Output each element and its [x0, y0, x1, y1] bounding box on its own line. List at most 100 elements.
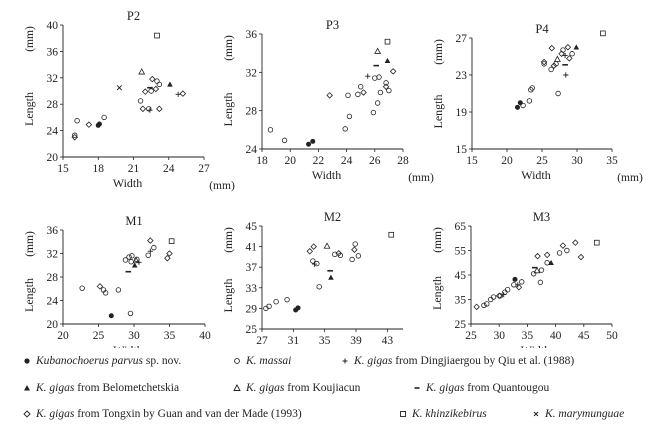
data-point: [515, 283, 523, 291]
series-open-diamond: [96, 237, 173, 290]
data-point: [383, 80, 389, 86]
data-point: [538, 267, 545, 273]
series-open-square: [168, 238, 175, 244]
series-open-square: [388, 231, 395, 238]
data-point: [352, 241, 358, 247]
y-tick-label: 33: [246, 283, 258, 295]
y-tick-label: 36: [47, 46, 59, 58]
x-axis-label: Width: [521, 343, 551, 348]
x-tick-label: 24: [163, 163, 175, 175]
x-tick-label: 21: [128, 163, 140, 175]
y-tick-label: 32: [47, 249, 59, 261]
cross-icon: [533, 411, 539, 417]
y-tick-label: 36: [246, 29, 258, 41]
data-point: [382, 83, 390, 90]
data-point: [132, 256, 140, 264]
y-tick-label: 32: [246, 67, 258, 79]
legend-suffix: from Dingjiaergou by Qiu et al. (1988): [392, 355, 575, 367]
series-open-triangle: [533, 266, 541, 274]
series-open-diamond: [326, 68, 397, 99]
data-point: [517, 100, 523, 106]
data-point: [168, 238, 175, 244]
y-tick-label: 65: [455, 221, 467, 233]
y-tick-label: 35: [455, 295, 467, 307]
data-point: [127, 310, 134, 317]
data-point: [149, 75, 156, 83]
data-point: [533, 266, 541, 274]
series-open-diamond: [540, 43, 573, 70]
data-point: [374, 47, 382, 54]
data-point: [139, 105, 147, 113]
x-tick-label: 18: [256, 155, 268, 167]
data-point: [577, 253, 585, 261]
panel-title: M3: [533, 210, 550, 224]
series-open-square: [384, 38, 391, 45]
data-point: [129, 253, 135, 259]
data-point: [116, 85, 123, 91]
data-point: [497, 293, 504, 299]
y-tick-label: 23: [456, 70, 468, 82]
y-axis-label: Length: [221, 279, 235, 313]
series-filled-triangle: [384, 57, 391, 64]
axis-lines: [471, 38, 612, 150]
data-point: [481, 302, 487, 309]
y-tick-label: 40: [47, 20, 59, 32]
data-point: [550, 62, 558, 70]
data-point: [102, 290, 109, 296]
panel-p4: 15 20 25 30 35 15 19 23 27 P4 Width (mm) Length (mm): [431, 22, 643, 184]
data-point: [108, 313, 114, 319]
data-point: [365, 73, 371, 79]
y-axis-unit: (mm): [24, 26, 36, 52]
data-point: [355, 253, 362, 259]
legend-suffix: sp. nov.: [143, 355, 182, 367]
series-plus: [311, 261, 318, 267]
data-point: [572, 239, 579, 246]
x-tick-label: 25: [93, 330, 105, 342]
y-tick-label: 27: [456, 33, 468, 45]
x-axis-label: Width: [113, 176, 143, 190]
data-point: [85, 121, 93, 128]
data-point: [566, 55, 573, 62]
y-axis-unit: (mm): [223, 35, 235, 61]
y-tick-label: 20: [47, 319, 59, 331]
data-point: [384, 57, 391, 64]
series-open-triangle: [553, 55, 561, 62]
y-tick-label: 28: [246, 106, 258, 118]
y-axis-unit: (mm): [432, 227, 444, 253]
series-filled-triangle: [328, 274, 334, 280]
y-tick-label: 45: [246, 221, 258, 233]
data-point: [131, 262, 138, 268]
x-tick-label: 39: [350, 335, 362, 347]
x-tick-label: 20: [501, 155, 513, 167]
series-plus: [365, 73, 371, 79]
legend-name: K. gigas: [426, 382, 465, 394]
data-point: [147, 107, 153, 113]
data-point: [316, 284, 322, 290]
x-tick-label: 45: [578, 330, 590, 342]
legend-name: Kubanochoerus parvus: [36, 355, 144, 367]
series-open-triangle: [138, 68, 146, 75]
x-tick-label: 30: [571, 155, 583, 167]
y-tick-label: 19: [456, 107, 468, 119]
series-filled-triangle: [548, 259, 554, 265]
series-open-square: [600, 30, 606, 37]
panel-m1: 20 25 30 35 40 20 24 28 32 36 M1 Width (mm) Length (mm…: [22, 214, 236, 348]
y-tick-label: 45: [455, 270, 467, 282]
series-open-triangle: [323, 242, 331, 249]
data-point: [326, 92, 333, 99]
y-axis-label: Length: [431, 95, 445, 129]
x-axis-label: Width: [113, 343, 143, 348]
data-point: [548, 259, 554, 265]
open-square-icon: [400, 411, 406, 417]
x-tick-label: 43: [382, 335, 394, 347]
panel-p3: 18 20 22 24 26 28 24 28 32 36 P3 Width (mm) Length (mm…: [221, 18, 434, 184]
x-axis-unit: (mm): [617, 172, 643, 184]
data-point: [360, 89, 367, 96]
data-point: [563, 72, 569, 78]
data-point: [562, 52, 568, 59]
panel-m3: 25 30 35 40 45 50 25 35 45 55 65 M3 Width (mm) Length (…: [430, 210, 643, 348]
filled-circle-icon: [24, 358, 30, 364]
y-tick-label: 24: [47, 126, 59, 138]
data-point: [115, 287, 122, 293]
y-tick-label: 25: [455, 319, 467, 331]
